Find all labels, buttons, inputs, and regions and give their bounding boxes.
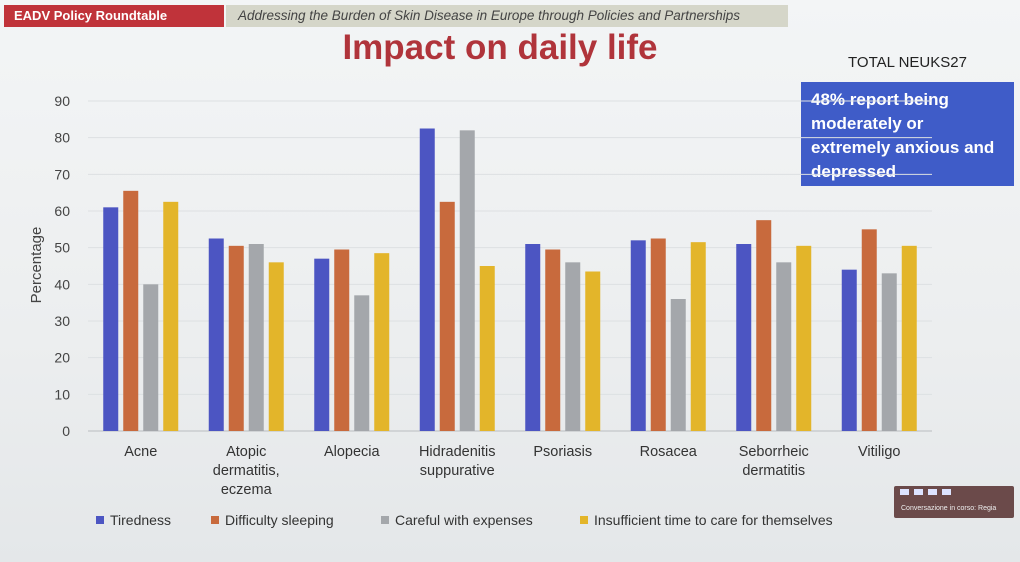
y-tick-label: 60 xyxy=(54,203,70,219)
x-tick-label: Hidradenitis xyxy=(419,444,496,460)
bar xyxy=(123,190,139,431)
y-tick-label: 10 xyxy=(54,386,70,402)
y-tick-label: 90 xyxy=(54,93,70,109)
legend-label: Careful with expenses xyxy=(395,512,533,528)
chart-legend: Tiredness Difficulty sleeping Careful with… xyxy=(96,512,896,536)
x-tick-label: eczema xyxy=(221,482,273,498)
bar xyxy=(901,245,917,431)
y-axis-label: Percentage xyxy=(28,227,45,304)
bar xyxy=(374,253,390,431)
x-tick-label: Atopic xyxy=(226,444,266,460)
y-tick-label: 80 xyxy=(54,130,70,146)
legend-swatch xyxy=(381,516,389,525)
bar xyxy=(334,249,350,431)
total-label: TOTAL NEUKS27 xyxy=(848,54,967,71)
bar xyxy=(650,238,666,431)
bar xyxy=(736,244,752,431)
legend-item: Insufficient time to care for themselves xyxy=(580,512,833,528)
y-tick-label: 0 xyxy=(62,423,70,439)
bar xyxy=(585,271,601,431)
legend-label: Difficulty sleeping xyxy=(225,512,334,528)
bar xyxy=(796,245,812,431)
bar xyxy=(881,273,897,431)
bar xyxy=(841,269,857,431)
bar xyxy=(630,240,646,431)
bar xyxy=(228,245,244,431)
bar xyxy=(143,284,159,431)
legend-item: Tiredness xyxy=(96,512,171,528)
roundtable-badge: EADV Policy Roundtable xyxy=(4,5,224,27)
bar xyxy=(690,242,706,431)
bar xyxy=(565,262,581,431)
y-tick-label: 40 xyxy=(54,276,70,292)
window-icon[interactable] xyxy=(914,489,923,495)
x-tick-label: dermatitis xyxy=(742,463,805,479)
legend-label: Insufficient time to care for themselves xyxy=(594,512,833,528)
bar xyxy=(103,207,119,431)
bar xyxy=(545,249,561,431)
bar xyxy=(419,128,435,431)
x-tick-label: Vitiligo xyxy=(858,444,900,460)
legend-item: Careful with expenses xyxy=(381,512,533,528)
bar xyxy=(354,295,370,431)
conference-widget[interactable]: Conversazione in corso: Regia xyxy=(894,486,1014,518)
conference-status-text: Conversazione in corso: Regia xyxy=(901,505,997,512)
x-tick-label: Seborrheic xyxy=(739,444,809,460)
x-tick-label: suppurative xyxy=(420,463,495,479)
y-tick-label: 30 xyxy=(54,313,70,329)
conference-icons xyxy=(900,489,956,499)
x-tick-label: Rosacea xyxy=(640,444,698,460)
y-tick-label: 50 xyxy=(54,240,70,256)
bar xyxy=(525,244,541,431)
x-tick-label: Psoriasis xyxy=(533,444,592,460)
bar xyxy=(756,220,772,431)
bar xyxy=(248,244,264,431)
bar xyxy=(208,238,224,431)
minimize-icon[interactable] xyxy=(900,489,909,495)
bar xyxy=(776,262,792,431)
bar xyxy=(268,262,284,431)
y-tick-label: 70 xyxy=(54,166,70,182)
bar xyxy=(479,266,495,431)
legend-label: Tiredness xyxy=(110,512,171,528)
bar xyxy=(163,201,179,431)
list-icon[interactable] xyxy=(928,489,937,495)
y-tick-label: 20 xyxy=(54,350,70,366)
bar xyxy=(314,258,330,431)
bar xyxy=(670,299,686,431)
x-tick-label: Acne xyxy=(124,444,157,460)
anxiety-callout-box: 48% report being moderately or extremely… xyxy=(801,82,1014,186)
x-tick-label: Alopecia xyxy=(324,444,381,460)
slide-title: Impact on daily life xyxy=(342,28,658,67)
grid-icon[interactable] xyxy=(942,489,951,495)
legend-swatch xyxy=(211,516,219,525)
legend-swatch xyxy=(580,516,588,525)
bar xyxy=(439,201,455,431)
header-subtitle: Addressing the Burden of Skin Disease in… xyxy=(226,5,788,27)
legend-item: Difficulty sleeping xyxy=(211,512,334,528)
bar xyxy=(861,229,877,431)
x-tick-label: dermatitis, xyxy=(213,463,280,479)
bar xyxy=(459,130,475,432)
legend-swatch xyxy=(96,516,104,525)
